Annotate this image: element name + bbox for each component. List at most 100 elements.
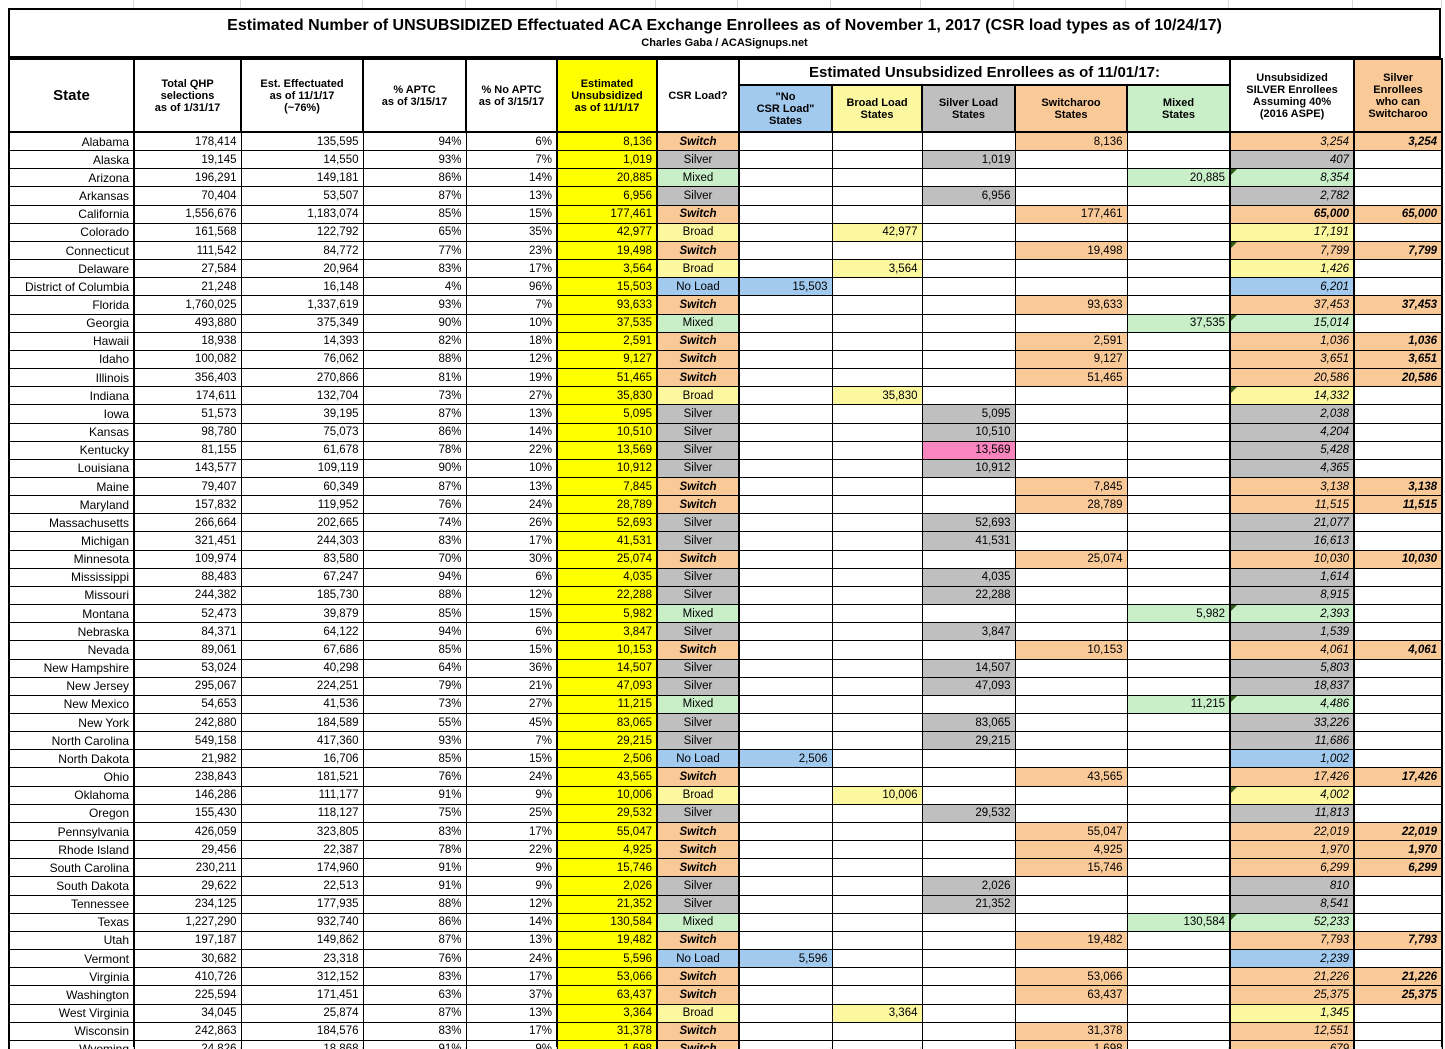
cell-noload[interactable] (738, 658, 833, 678)
cell-canswitch[interactable]: 3,254 (1353, 131, 1444, 152)
cell-csr[interactable]: Switch (656, 985, 740, 1005)
cell-eff[interactable]: 417,360 (240, 731, 364, 751)
cell-broad[interactable] (831, 930, 923, 951)
cell-aptc[interactable]: 65% (362, 222, 467, 242)
cell-canswitch[interactable]: 7,799 (1353, 240, 1444, 261)
cell-switcharoo[interactable] (1014, 313, 1128, 333)
cell-silver40[interactable]: 8,915 (1229, 585, 1356, 606)
cell-eff[interactable]: 14,550 (240, 150, 364, 170)
cell-broad[interactable] (831, 476, 923, 497)
cell-switcharoo[interactable] (1014, 458, 1128, 478)
cell-csr[interactable]: Mixed (656, 168, 740, 188)
cell-silver40[interactable]: 810 (1229, 876, 1356, 896)
cell-aptc[interactable]: 73% (362, 694, 467, 715)
cell-broad[interactable] (831, 985, 923, 1005)
cell-aptc[interactable]: 74% (362, 513, 467, 533)
cell-csr[interactable]: Switch (656, 930, 740, 951)
cell-qhp[interactable]: 143,577 (133, 458, 242, 478)
cell-state[interactable]: Oregon (8, 803, 135, 823)
cell-canswitch[interactable] (1353, 422, 1444, 442)
cell-aptc[interactable]: 88% (362, 349, 467, 370)
cell-noload[interactable] (738, 894, 833, 914)
cell-qhp[interactable]: 30,682 (133, 949, 242, 969)
cell-state[interactable]: Alabama (8, 131, 135, 152)
cell-broad[interactable] (831, 840, 923, 860)
cell-csr[interactable]: Silver (656, 422, 740, 442)
cell-noload[interactable] (738, 386, 833, 406)
cell-switcharoo[interactable] (1014, 422, 1128, 442)
cell-aptc[interactable]: 87% (362, 404, 467, 424)
cell-eff[interactable]: 84,772 (240, 240, 364, 261)
cell-unsub[interactable]: 4,035 (556, 567, 658, 587)
cell-eff[interactable]: 132,704 (240, 386, 364, 406)
cell-silverload[interactable]: 21,352 (921, 894, 1016, 914)
cell-canswitch[interactable]: 65,000 (1353, 204, 1444, 224)
cell-state[interactable]: Maine (8, 476, 135, 497)
cell-silver40[interactable]: 25,375 (1229, 985, 1356, 1005)
cell-broad[interactable] (831, 658, 923, 678)
cell-csr[interactable]: Switch (656, 131, 740, 152)
cell-silver40[interactable]: 4,486 (1229, 694, 1356, 715)
cell-mixed[interactable]: 130,584 (1126, 912, 1232, 932)
cell-qhp[interactable]: 266,664 (133, 513, 242, 533)
cell-eff[interactable]: 76,062 (240, 349, 364, 370)
cell-aptc[interactable]: 86% (362, 422, 467, 442)
cell-csr[interactable]: Switch (656, 204, 740, 224)
cell-aptc[interactable]: 81% (362, 368, 467, 388)
cell-noaptc[interactable]: 17% (465, 1021, 558, 1041)
cell-noload[interactable] (738, 259, 833, 279)
cell-broad[interactable] (831, 404, 923, 424)
cell-state[interactable]: Arkansas (8, 186, 135, 206)
cell-state[interactable]: Washington (8, 985, 135, 1005)
cell-qhp[interactable]: 238,843 (133, 767, 242, 787)
cell-aptc[interactable]: 90% (362, 313, 467, 333)
cell-eff[interactable]: 184,576 (240, 1021, 364, 1041)
cell-qhp[interactable]: 84,371 (133, 622, 242, 642)
cell-csr[interactable]: Silver (656, 404, 740, 424)
cell-csr[interactable]: Switch (656, 858, 740, 878)
cell-eff[interactable]: 16,148 (240, 277, 364, 297)
cell-noload[interactable] (738, 476, 833, 497)
cell-unsub[interactable]: 15,503 (556, 277, 658, 297)
cell-state[interactable]: Vermont (8, 949, 135, 969)
cell-csr[interactable]: Silver (656, 876, 740, 896)
cell-silver40[interactable]: 407 (1229, 150, 1356, 170)
cell-unsub[interactable]: 29,215 (556, 731, 658, 751)
cell-silverload[interactable] (921, 930, 1016, 951)
cell-mixed[interactable]: 37,535 (1126, 313, 1232, 333)
cell-canswitch[interactable] (1353, 1021, 1444, 1041)
cell-switcharoo[interactable] (1014, 731, 1128, 751)
cell-broad[interactable] (831, 1021, 923, 1041)
cell-noload[interactable] (738, 731, 833, 751)
cell-noload[interactable] (738, 567, 833, 587)
cell-aptc[interactable]: 78% (362, 440, 467, 460)
cell-noload[interactable] (738, 131, 833, 152)
cell-csr[interactable]: Silver (656, 712, 740, 733)
cell-noaptc[interactable]: 7% (465, 731, 558, 751)
cell-noload[interactable]: 5,596 (738, 949, 833, 969)
cell-mixed[interactable] (1126, 749, 1232, 769)
cell-eff[interactable]: 119,952 (240, 495, 364, 515)
cell-eff[interactable]: 122,792 (240, 222, 364, 242)
cell-eff[interactable]: 39,195 (240, 404, 364, 424)
cell-qhp[interactable]: 493,880 (133, 313, 242, 333)
cell-qhp[interactable]: 426,059 (133, 821, 242, 842)
cell-noaptc[interactable]: 45% (465, 712, 558, 733)
cell-silver40[interactable]: 22,019 (1229, 821, 1356, 842)
cell-silverload[interactable] (921, 386, 1016, 406)
cell-unsub[interactable]: 1,019 (556, 150, 658, 170)
cell-aptc[interactable]: 91% (362, 785, 467, 805)
col-header-state[interactable]: State (8, 58, 135, 133)
cell-aptc[interactable]: 86% (362, 168, 467, 188)
cell-mixed[interactable] (1126, 240, 1232, 261)
cell-silverload[interactable]: 1,019 (921, 150, 1016, 170)
cell-state[interactable]: Florida (8, 295, 135, 315)
cell-csr[interactable]: No Load (656, 949, 740, 969)
cell-csr[interactable]: Switch (656, 295, 740, 315)
cell-state[interactable]: Arizona (8, 168, 135, 188)
cell-state[interactable]: Montana (8, 604, 135, 624)
cell-unsub[interactable]: 14,507 (556, 658, 658, 678)
cell-aptc[interactable]: 76% (362, 949, 467, 969)
cell-noload[interactable] (738, 985, 833, 1005)
cell-noload[interactable] (738, 604, 833, 624)
